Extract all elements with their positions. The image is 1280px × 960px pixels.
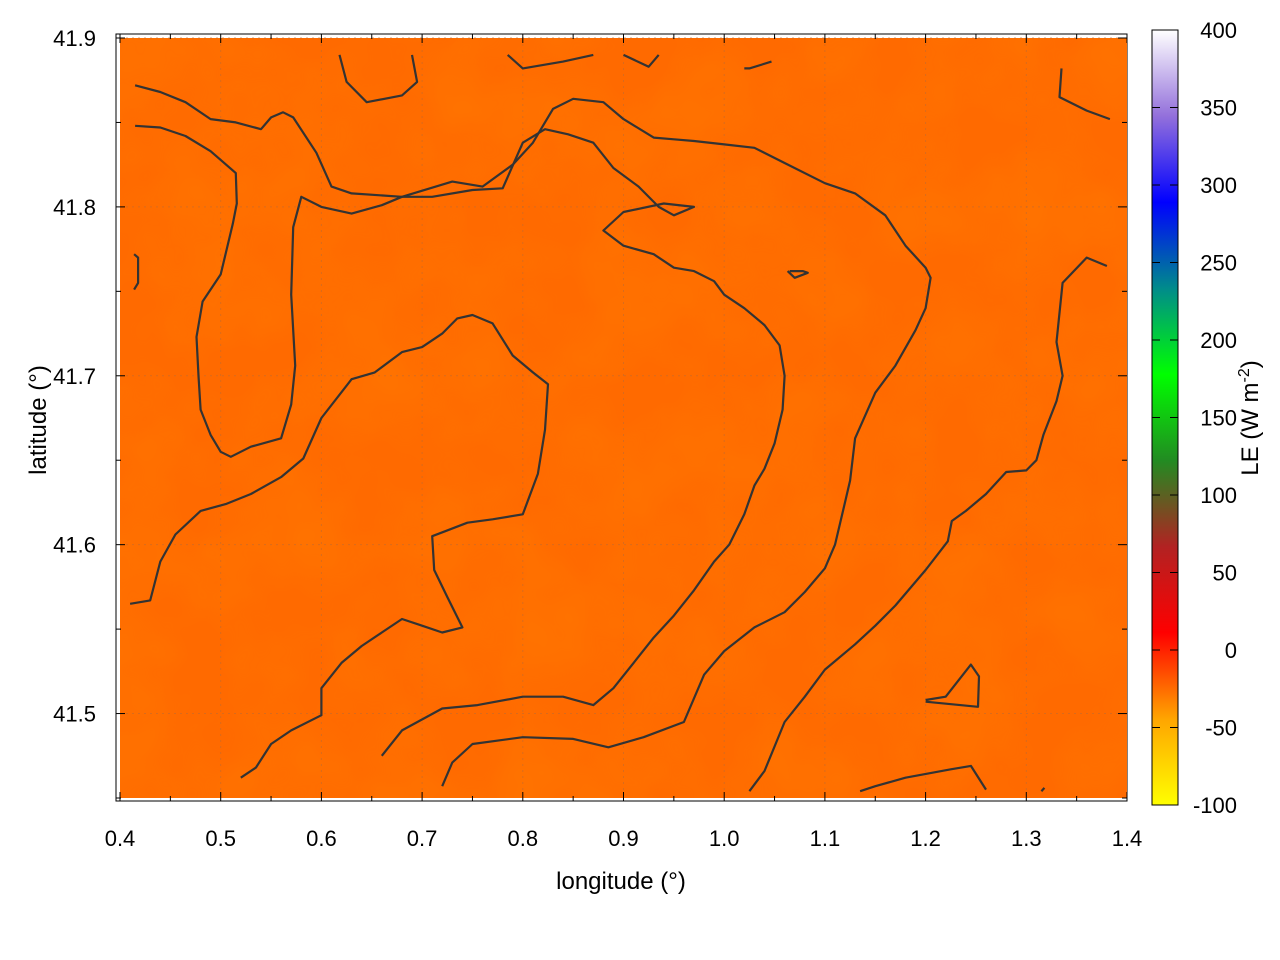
- y-axis-title: latitude (°): [25, 365, 52, 475]
- y-tick-label: 41.9: [53, 26, 96, 51]
- contour-line: [129, 313, 550, 779]
- contour-line: [748, 256, 1108, 792]
- colorbar-tick-labels: -100 -50 0 50 100 150 200 250 300 350 400: [1193, 18, 1237, 818]
- y-tick-label: 41.7: [53, 364, 96, 389]
- x-tick-label: 0.5: [205, 826, 236, 851]
- x-tick-label: 1.1: [810, 826, 841, 851]
- contour-lines: [129, 53, 1111, 793]
- x-tick-label: 0.9: [608, 826, 639, 851]
- x-axis-title: longitude (°): [556, 868, 686, 895]
- contour-line: [1040, 787, 1046, 792]
- colorbar-tick-label: -50: [1205, 716, 1237, 741]
- contour-line: [1058, 68, 1111, 121]
- colorbar-tick-label: 300: [1200, 173, 1237, 198]
- colorbar-tick-label: 150: [1200, 406, 1237, 431]
- x-tick-label: 1.0: [709, 826, 740, 851]
- x-tick-label: 0.8: [508, 826, 539, 851]
- contour-line: [338, 54, 419, 104]
- colorbar-tick-label: 0: [1225, 638, 1237, 663]
- y-tick-label: 41.6: [53, 533, 96, 558]
- colorbar-tick-label: 200: [1200, 328, 1237, 353]
- colorbar-title: LE (W m-2): [1236, 360, 1264, 476]
- x-tick-label: 1.4: [1112, 826, 1143, 851]
- axis-ticks: [116, 34, 1128, 801]
- y-tick-labels: 41.5 41.6 41.7 41.8 41.9: [53, 26, 96, 727]
- x-tick-labels: 0.4 0.5 0.6 0.7 0.8 0.9 1.0 1.1 1.2 1.3 1.4: [105, 826, 1143, 851]
- x-tick-label: 1.2: [910, 826, 941, 851]
- y-tick-label: 41.5: [53, 702, 96, 727]
- colorbar-tick-label: 400: [1200, 18, 1237, 43]
- colorbar-tick-label: -100: [1193, 793, 1237, 818]
- x-tick-label: 1.3: [1011, 826, 1042, 851]
- y-tick-label: 41.8: [53, 195, 96, 220]
- contour-line: [925, 663, 981, 708]
- x-tick-label: 0.7: [407, 826, 438, 851]
- contour-line: [135, 124, 786, 757]
- contour-line: [786, 270, 809, 279]
- x-tick-label: 0.4: [105, 826, 136, 851]
- colorbar-tick-label: 250: [1200, 251, 1237, 276]
- colorbar-ticks: [1152, 29, 1178, 806]
- colorbar-tick-label: 50: [1213, 561, 1237, 586]
- colorbar-tick-label: 100: [1200, 483, 1237, 508]
- contour-line: [859, 764, 987, 793]
- contour-line: [623, 53, 660, 68]
- contour-line: [744, 60, 772, 70]
- contour-line: [133, 253, 140, 291]
- contour-line: [506, 53, 594, 70]
- x-tick-label: 0.6: [306, 826, 337, 851]
- colorbar-tick-label: 350: [1200, 96, 1237, 121]
- contour-line: [134, 84, 932, 787]
